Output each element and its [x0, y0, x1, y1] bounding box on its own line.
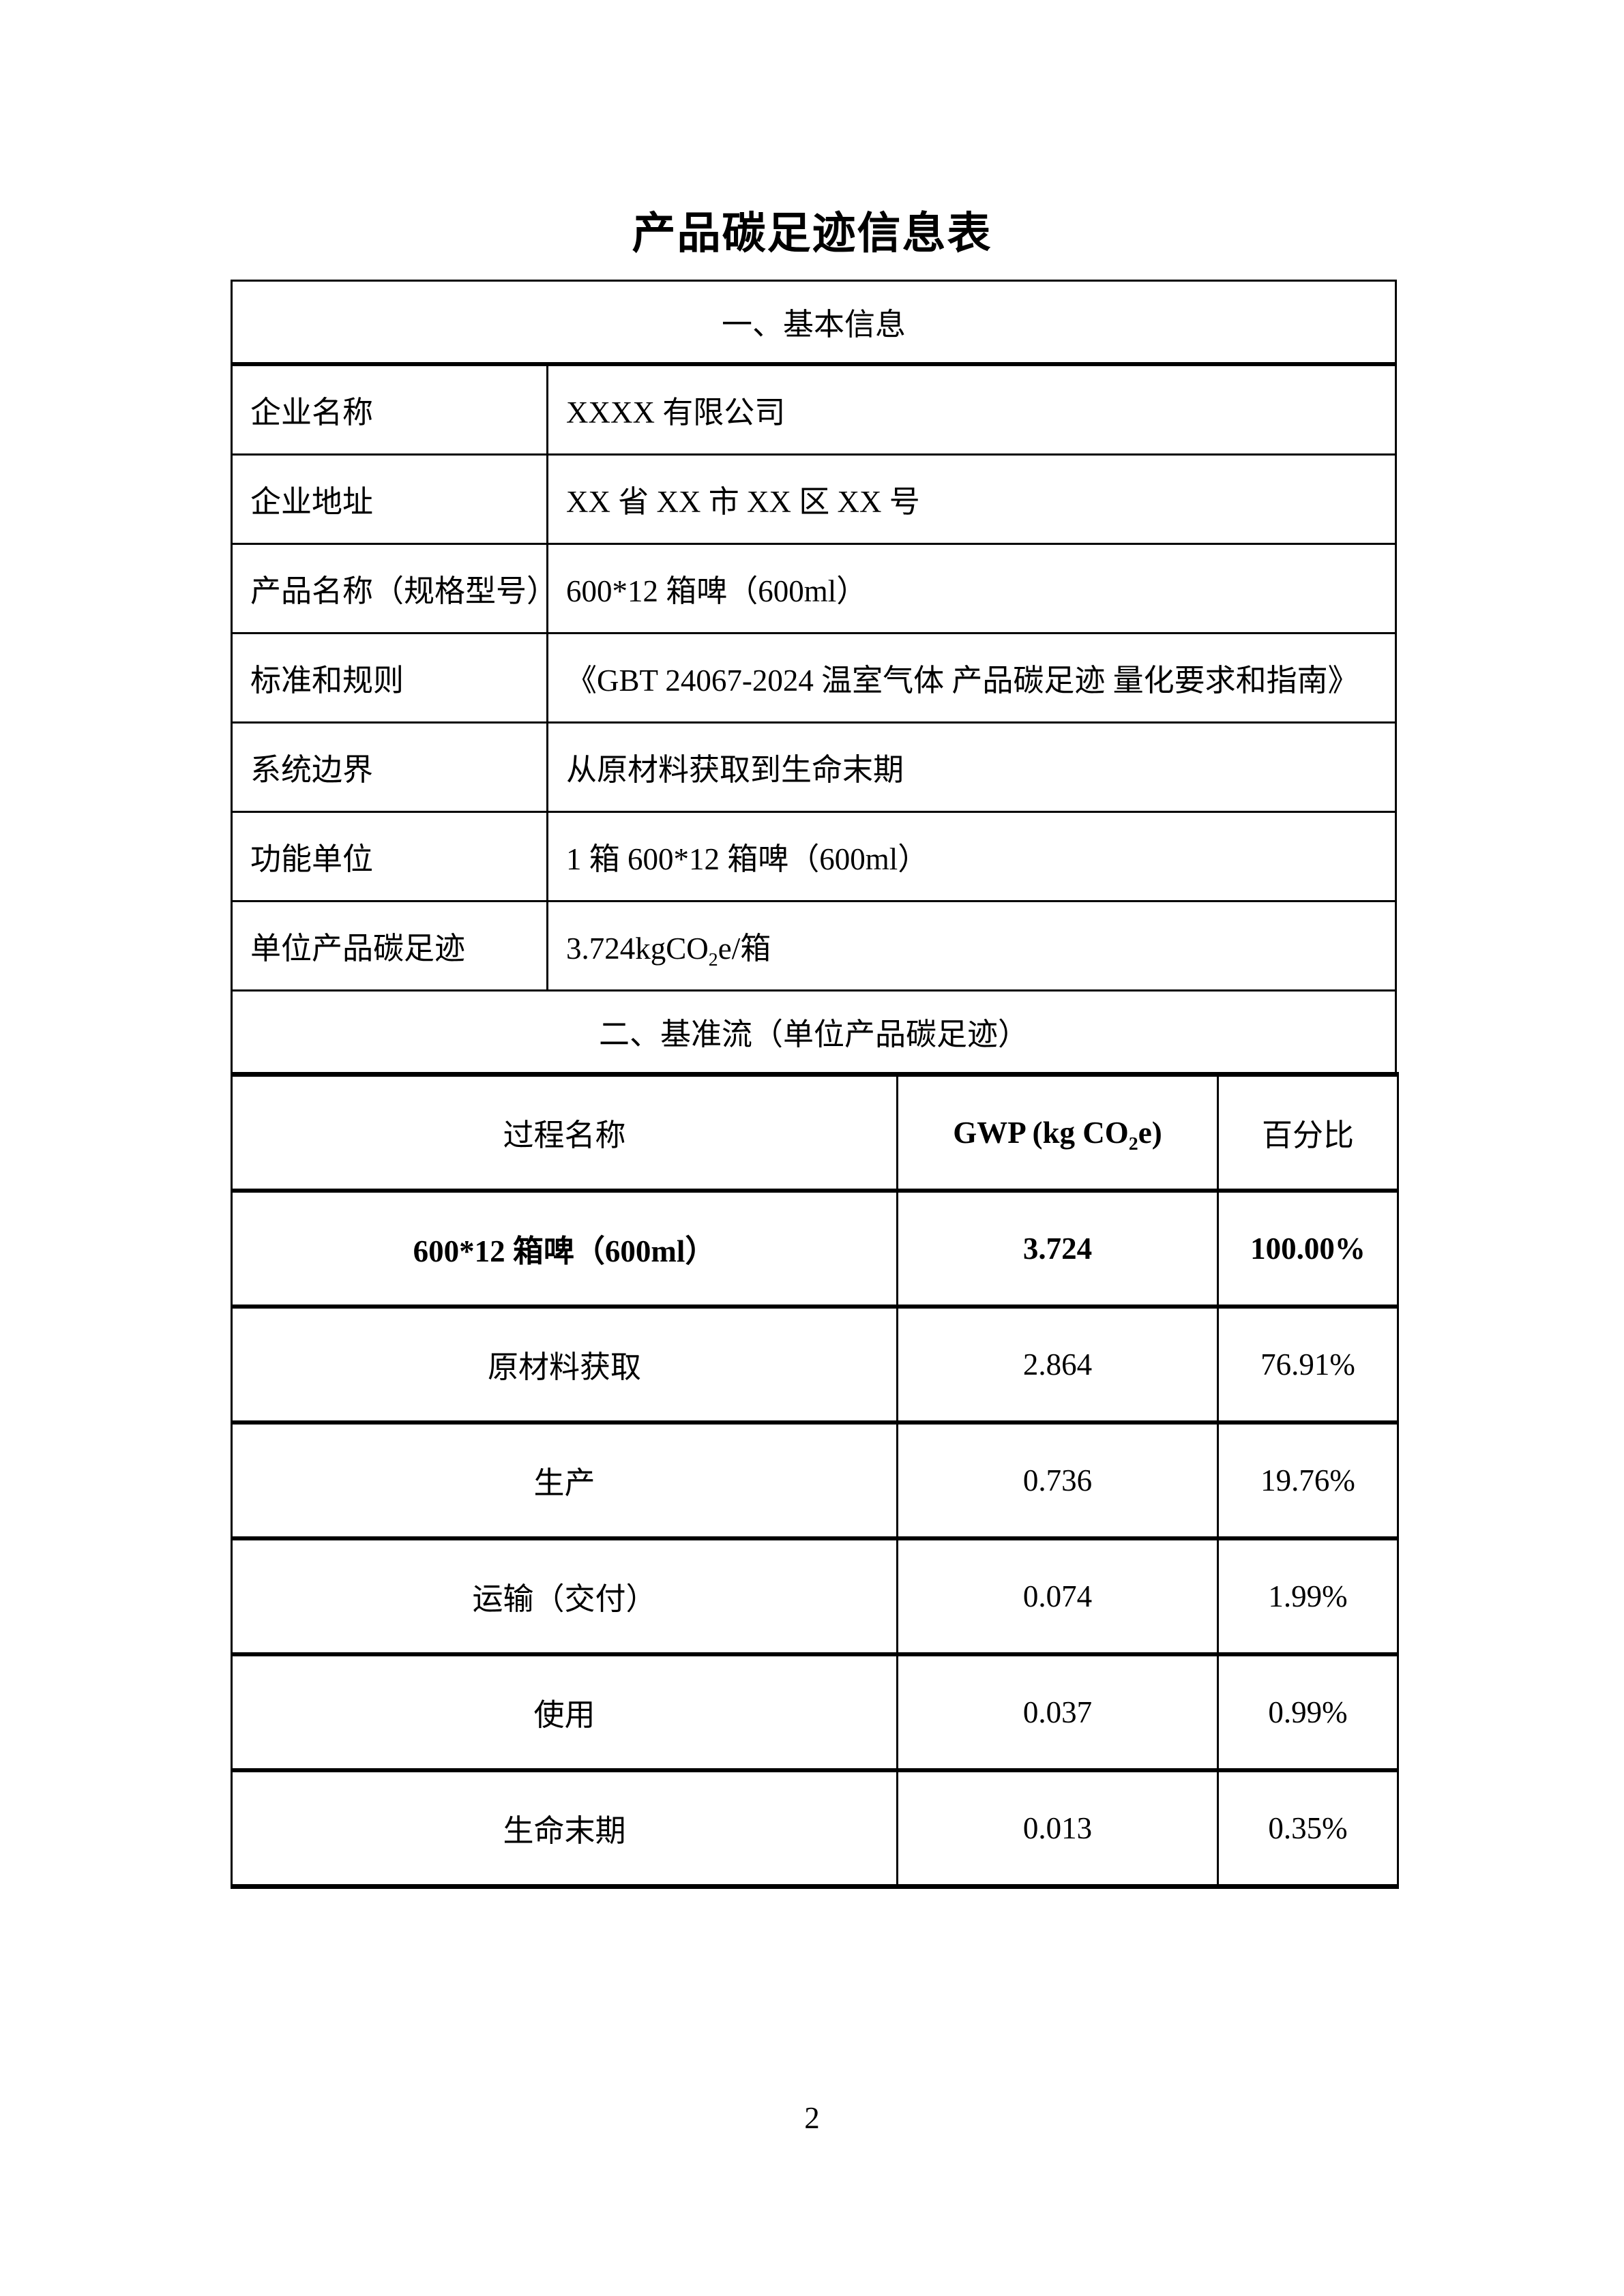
- process-name: 600*12 箱啤（600ml）: [231, 1188, 898, 1309]
- column-header-process-name: 过程名称: [231, 1071, 898, 1193]
- benchmark-header-row: 过程名称 GWP (kg CO2e) 百分比: [231, 1071, 1399, 1193]
- section-header-row: 一、基本信息: [231, 279, 1397, 366]
- process-name: 生产: [231, 1420, 898, 1540]
- row-label-functional-unit: 功能单位: [231, 810, 548, 902]
- value-text: 3.724kgCO: [566, 931, 709, 966]
- benchmark-table: 过程名称 GWP (kg CO2e) 百分比 600*12 箱啤（600ml） …: [231, 1071, 1399, 1889]
- row-value-system-boundary: 从原材料获取到生命末期: [546, 721, 1397, 813]
- row-label-company-address: 企业地址: [231, 453, 548, 545]
- row-value-standard: 《GBT 24067-2024 温室气体 产品碳足迹 量化要求和指南》: [546, 631, 1397, 724]
- table-row: 产品名称（规格型号） 600*12 箱啤（600ml）: [231, 542, 1397, 634]
- row-value-functional-unit: 1 箱 600*12 箱啤（600ml）: [546, 810, 1397, 902]
- process-name: 生命末期: [231, 1768, 898, 1889]
- row-value-company-address: XX 省 XX 市 XX 区 XX 号: [546, 453, 1397, 545]
- percentage-value: 19.76%: [1217, 1420, 1399, 1540]
- row-label-system-boundary: 系统边界: [231, 721, 548, 813]
- table-row: 功能单位 1 箱 600*12 箱啤（600ml）: [231, 810, 1397, 902]
- percentage-value: 100.00%: [1217, 1188, 1399, 1309]
- process-name: 使用: [231, 1652, 898, 1772]
- table-row: 系统边界 从原材料获取到生命末期: [231, 721, 1397, 813]
- row-label-company-name: 企业名称: [231, 363, 548, 456]
- table-row: 标准和规则 《GBT 24067-2024 温室气体 产品碳足迹 量化要求和指南…: [231, 631, 1397, 724]
- table-row: 生命末期 0.013 0.35%: [231, 1768, 1399, 1889]
- row-label-unit-carbon-footprint: 单位产品碳足迹: [231, 899, 548, 992]
- table-row: 单位产品碳足迹 3.724kgCO2e/箱: [231, 899, 1397, 992]
- basic-info-table: 一、基本信息 企业名称 XXXX 有限公司 企业地址 XX 省 XX 市 XX …: [231, 279, 1397, 1072]
- section-header-basic-info: 一、基本信息: [231, 279, 1397, 366]
- gwp-value: 0.074: [896, 1536, 1219, 1656]
- column-header-percentage: 百分比: [1217, 1071, 1399, 1193]
- table-row: 使用 0.037 0.99%: [231, 1652, 1399, 1772]
- percentage-value: 0.99%: [1217, 1652, 1399, 1772]
- value-text: e/箱: [718, 931, 771, 966]
- page-title: 产品碳足迹信息表: [632, 209, 992, 258]
- section-header-benchmark: 二、基准流（单位产品碳足迹）: [231, 989, 1397, 1072]
- page-number: 2: [804, 2101, 820, 2135]
- row-value-unit-carbon-footprint: 3.724kgCO2e/箱: [546, 899, 1397, 992]
- row-label-standard: 标准和规则: [231, 631, 548, 724]
- percentage-value: 1.99%: [1217, 1536, 1399, 1656]
- subscript-2: 2: [1128, 1133, 1138, 1154]
- table-row: 企业名称 XXXX 有限公司: [231, 363, 1397, 456]
- gwp-value: 0.736: [896, 1420, 1219, 1540]
- table-row: 原材料获取 2.864 76.91%: [231, 1304, 1399, 1425]
- section-header-row: 二、基准流（单位产品碳足迹）: [231, 989, 1397, 1072]
- table-row: 企业地址 XX 省 XX 市 XX 区 XX 号: [231, 453, 1397, 545]
- table-row: 生产 0.736 19.76%: [231, 1420, 1399, 1540]
- row-value-product-name: 600*12 箱啤（600ml）: [546, 542, 1397, 634]
- process-name: 原材料获取: [231, 1304, 898, 1425]
- header-text: GWP (kg CO: [953, 1115, 1129, 1150]
- gwp-value: 3.724: [896, 1188, 1219, 1309]
- tables-container: 一、基本信息 企业名称 XXXX 有限公司 企业地址 XX 省 XX 市 XX …: [231, 279, 1399, 1889]
- process-name: 运输（交付）: [231, 1536, 898, 1656]
- percentage-value: 0.35%: [1217, 1768, 1399, 1889]
- subscript-2: 2: [708, 949, 718, 971]
- table-row-total: 600*12 箱啤（600ml） 3.724 100.00%: [231, 1188, 1399, 1309]
- table-row: 运输（交付） 0.074 1.99%: [231, 1536, 1399, 1656]
- column-header-gwp: GWP (kg CO2e): [896, 1071, 1219, 1193]
- gwp-value: 0.013: [896, 1768, 1219, 1889]
- header-text: e): [1138, 1115, 1162, 1150]
- gwp-value: 0.037: [896, 1652, 1219, 1772]
- gwp-value: 2.864: [896, 1304, 1219, 1425]
- percentage-value: 76.91%: [1217, 1304, 1399, 1425]
- row-label-product-name: 产品名称（规格型号）: [231, 542, 548, 634]
- row-value-company-name: XXXX 有限公司: [546, 363, 1397, 456]
